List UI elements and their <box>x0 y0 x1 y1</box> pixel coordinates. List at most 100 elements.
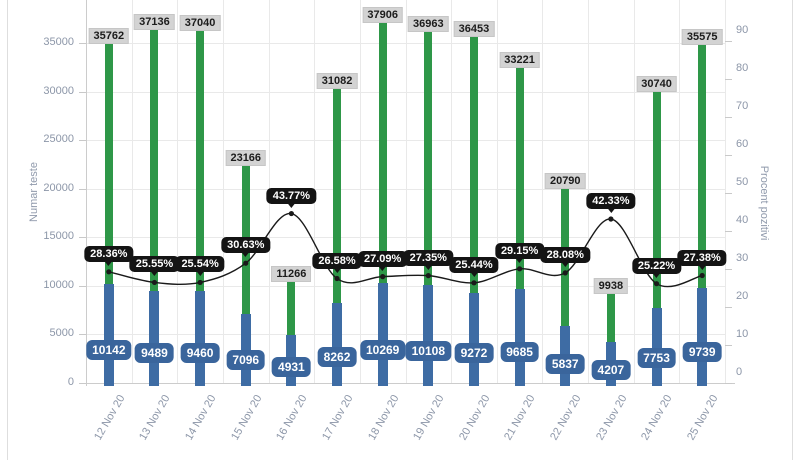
test-bar[interactable] <box>196 23 205 383</box>
positive-bar[interactable] <box>103 284 114 386</box>
positive-count-label: 9272 <box>454 343 494 364</box>
positive-bar[interactable] <box>377 283 388 386</box>
positive-count-label: 9460 <box>180 342 220 363</box>
test-bar[interactable] <box>424 23 433 383</box>
right-tick-mark <box>725 79 732 80</box>
v-gridline <box>542 0 544 383</box>
x-axis-date-label: 22 Nov 20 <box>548 393 584 443</box>
test-count-label: 11266 <box>271 265 312 282</box>
test-count-label: 37906 <box>362 6 403 23</box>
v-gridline <box>588 0 590 383</box>
positive-bar[interactable] <box>468 292 479 386</box>
percent-tooltip: 28.36% <box>84 245 134 262</box>
test-bar[interactable] <box>698 37 707 383</box>
v-gridline <box>131 0 133 383</box>
percent-tooltip: 27.09% <box>358 250 408 267</box>
test-bar[interactable] <box>378 14 387 383</box>
percent-tooltip: 42.33% <box>586 192 636 209</box>
test-bar[interactable] <box>469 28 478 383</box>
percent-tooltip: 25.22% <box>631 257 682 274</box>
positive-count-label: 9489 <box>135 342 174 363</box>
left-axis-tick-label: 30000 <box>43 84 74 97</box>
test-count-label: 20790 <box>544 173 586 190</box>
percent-point[interactable] <box>608 216 614 222</box>
positive-count-label: 9685 <box>500 341 539 362</box>
right-tick-mark <box>725 307 732 308</box>
x-axis-date-label: 16 Nov 20 <box>274 393 310 443</box>
test-count-label: 31082 <box>316 73 358 90</box>
x-axis-date-label: 18 Nov 20 <box>365 393 402 443</box>
left-tick-mark <box>79 285 86 287</box>
percent-tooltip: 30.63% <box>221 237 271 254</box>
left-tick-mark <box>79 334 86 336</box>
test-bar[interactable] <box>150 22 159 383</box>
positive-count-label: 7753 <box>637 348 676 369</box>
right-axis-tick-label: 80 <box>736 62 749 74</box>
test-count-label: 37136 <box>134 14 175 31</box>
positive-bar[interactable] <box>423 284 434 386</box>
percent-tooltip: 25.55% <box>129 256 180 273</box>
left-tick-mark <box>79 383 86 384</box>
page-left-border <box>7 0 8 460</box>
right-axis-tick-label: 70 <box>736 100 749 112</box>
test-bar[interactable] <box>104 35 113 383</box>
test-count-label: 36963 <box>408 15 449 32</box>
v-gridline <box>405 0 407 383</box>
y-axis-line <box>86 0 87 386</box>
left-axis-tick-label: 15000 <box>43 230 74 243</box>
x-axis-date-label: 17 Nov 20 <box>319 393 356 443</box>
percent-tooltip: 26.58% <box>312 252 362 269</box>
left-axis-tick-label: 0 <box>67 376 74 388</box>
x-axis-date-label: 14 Nov 20 <box>183 393 219 443</box>
positive-bar[interactable] <box>149 290 160 386</box>
right-axis-tick-label: 40 <box>736 214 749 226</box>
right-tick-mark <box>725 155 732 156</box>
left-axis-title: Numar teste <box>28 162 40 222</box>
test-count-label: 23166 <box>225 149 267 166</box>
percent-tooltip: 25.54% <box>175 256 225 273</box>
x-axis-date-label: 19 Nov 20 <box>411 393 447 443</box>
left-axis-tick-label: 5000 <box>49 327 74 340</box>
left-tick-mark <box>79 188 86 190</box>
percent-tooltip: 25.44% <box>449 256 499 273</box>
x-axis-date-label: 20 Nov 20 <box>456 393 493 443</box>
positive-bar[interactable] <box>240 314 251 386</box>
v-gridline <box>633 0 635 383</box>
test-count-label: 35575 <box>681 29 723 46</box>
positive-count-label: 10108 <box>405 340 451 361</box>
percent-tooltip: 28.08% <box>540 246 590 263</box>
left-axis-tick-label: 10000 <box>43 278 74 291</box>
positive-count-label: 7096 <box>226 350 266 371</box>
positive-bar[interactable] <box>332 302 343 386</box>
right-tick-mark <box>725 193 732 194</box>
x-axis-date-label: 12 Nov 20 <box>91 393 128 443</box>
x-axis-date-label: 24 Nov 20 <box>639 393 675 443</box>
left-tick-mark <box>79 91 86 93</box>
percent-tooltip: 43.77% <box>266 187 317 204</box>
right-tick-mark <box>725 117 732 118</box>
x-axis-date-label: 13 Nov 20 <box>137 393 173 443</box>
test-bar[interactable] <box>606 286 615 383</box>
positive-count-label: 10142 <box>86 340 132 361</box>
positive-bar[interactable] <box>651 307 662 386</box>
right-tick-mark <box>725 269 732 270</box>
positive-bar[interactable] <box>514 288 525 386</box>
left-tick-mark <box>79 43 86 44</box>
percent-tooltip: 29.15% <box>494 242 545 259</box>
right-tick-mark <box>725 41 732 42</box>
v-gridline <box>451 0 453 383</box>
right-axis-tick-label: 20 <box>736 290 749 302</box>
percent-point[interactable] <box>288 210 294 217</box>
positive-bar[interactable] <box>697 288 708 386</box>
left-tick-mark <box>79 237 86 239</box>
v-gridline <box>359 0 361 383</box>
positive-count-label: 5837 <box>545 354 585 375</box>
positive-count-label: 9739 <box>682 341 722 362</box>
test-bar[interactable] <box>287 273 296 383</box>
positive-count-label: 8262 <box>317 346 357 367</box>
positive-count-label: 10269 <box>359 340 406 361</box>
positive-bar[interactable] <box>195 291 206 386</box>
left-axis-tick-label: 25000 <box>43 133 74 146</box>
x-axis-date-label: 21 Nov 20 <box>502 393 539 443</box>
test-count-label: 33221 <box>499 52 540 69</box>
